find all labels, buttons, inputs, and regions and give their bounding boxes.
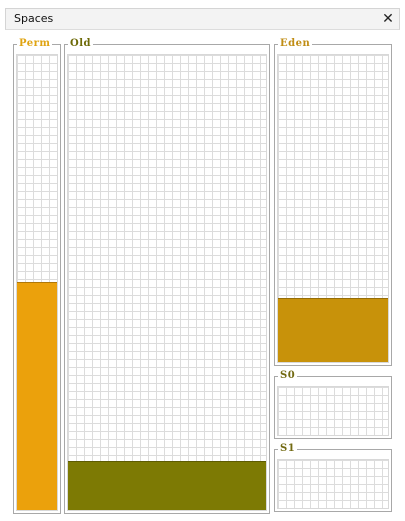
close-icon[interactable]: ✕ <box>382 11 394 27</box>
eden-space-chart <box>277 54 389 363</box>
perm-space-chart <box>16 54 58 511</box>
eden-space-panel: Eden <box>274 37 392 366</box>
eden-space-label: Eden <box>278 37 313 51</box>
perm-space-label: Perm <box>17 37 53 51</box>
s0-space-chart <box>277 386 389 436</box>
perm-space-panel: Perm <box>13 37 61 514</box>
perm-space-used-bar <box>17 281 57 510</box>
eden-space-used-bar <box>278 298 388 362</box>
s0-space-panel: S0 <box>274 369 392 439</box>
old-space-chart <box>67 54 267 511</box>
s1-space-chart <box>277 459 389 509</box>
s0-space-label: S0 <box>278 369 298 383</box>
s1-space-label: S1 <box>278 442 298 456</box>
s1-space-panel: S1 <box>274 442 392 512</box>
old-space-used-bar <box>68 461 266 510</box>
window-title: Spaces <box>14 12 54 25</box>
old-space-label: Old <box>68 37 94 51</box>
title-bar: Spaces ✕ <box>5 8 400 30</box>
old-space-panel: Old <box>64 37 270 514</box>
